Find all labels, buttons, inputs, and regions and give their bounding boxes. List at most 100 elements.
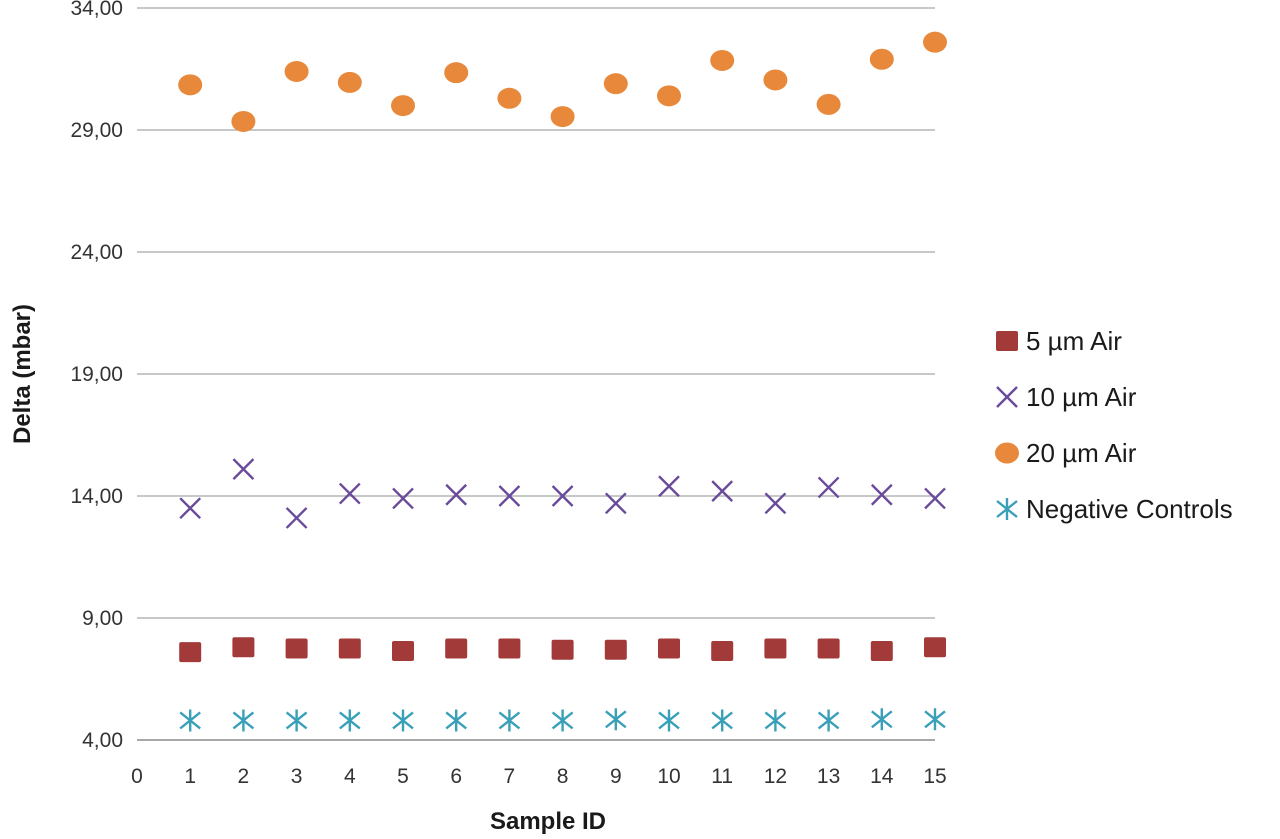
legend-label: 20 µm Air (1026, 438, 1137, 468)
data-point (869, 48, 894, 70)
series-asterisk (179, 708, 946, 732)
data-point (871, 708, 893, 731)
gridlines (137, 7, 935, 619)
x-tick-label: 10 (657, 765, 680, 788)
data-point (338, 638, 361, 659)
legend-label: Negative Controls (1026, 494, 1233, 524)
data-point (339, 709, 361, 732)
data-point (658, 709, 680, 732)
data-point (870, 483, 893, 506)
x-tick-label: 3 (291, 765, 303, 788)
legend-item: 5 µm Air (996, 326, 1122, 356)
data-point (445, 638, 468, 659)
data-point (551, 639, 574, 660)
data-point (817, 638, 840, 659)
y-tick-label: 19,00 (70, 363, 123, 386)
legend-item: 20 µm Air (995, 438, 1137, 468)
data-point (763, 69, 788, 91)
y-tick-label: 4,00 (82, 729, 123, 752)
x-tick-label: 2 (238, 765, 250, 788)
legend: 5 µm Air 10 µm Air 20 µm Air Negative Contr… (995, 326, 1233, 524)
legend-item: Negative Controls (996, 494, 1233, 524)
data-point (497, 87, 522, 109)
data-point (551, 709, 574, 732)
data-point (498, 638, 521, 659)
data-point (232, 458, 255, 481)
x-tick-label: 4 (344, 765, 356, 788)
series-square (179, 637, 946, 663)
data-point (658, 638, 680, 659)
data-point (711, 640, 734, 661)
data-point (924, 487, 946, 510)
data-point (232, 709, 255, 732)
data-point (817, 476, 840, 499)
x-tick-label: 5 (397, 765, 409, 788)
x-axis-title: Sample ID (490, 808, 606, 835)
legend-marker (996, 386, 1018, 408)
data-point (924, 708, 946, 731)
data-point (923, 31, 947, 53)
y-axis-ticks: 4,00 9,00 14,00 19,00 24,00 29,00 34,00 (70, 0, 123, 752)
x-tick-label: 8 (557, 765, 569, 788)
data-point (551, 485, 574, 507)
legend-marker (996, 331, 1018, 351)
data-point (231, 110, 256, 132)
data-points (178, 31, 947, 732)
series-circle (178, 31, 947, 132)
data-point (178, 74, 203, 96)
data-point (392, 640, 414, 661)
data-point (870, 640, 893, 661)
data-point (764, 492, 787, 515)
x-tick-label: 12 (764, 765, 787, 788)
data-point (285, 507, 308, 529)
data-point (232, 637, 255, 658)
data-point (550, 106, 575, 128)
data-point (391, 95, 415, 117)
data-point (764, 709, 787, 732)
data-point (338, 482, 361, 505)
legend-marker (995, 442, 1019, 464)
data-point (710, 49, 735, 71)
series-x (179, 458, 946, 529)
data-point (711, 709, 733, 732)
x-tick-label: 14 (870, 765, 894, 788)
y-tick-label: 24,00 (70, 241, 123, 264)
legend-label: 10 µm Air (1026, 382, 1137, 412)
data-point (392, 487, 414, 510)
legend-item: 10 µm Air (996, 382, 1137, 412)
data-point (337, 71, 362, 93)
x-axis-ticks: 0 1 2 3 4 5 6 7 8 9 10 11 12 13 14 15 (131, 765, 947, 788)
data-point (498, 709, 521, 732)
data-point (603, 73, 628, 95)
data-point (392, 709, 414, 732)
data-point (658, 475, 680, 498)
legend-label: 5 µm Air (1026, 326, 1122, 356)
legend-marker (996, 498, 1018, 520)
data-point (657, 85, 681, 107)
data-point (816, 93, 841, 115)
y-tick-label: 14,00 (70, 485, 123, 508)
y-tick-label: 34,00 (70, 0, 123, 20)
data-point (764, 638, 787, 659)
y-tick-label: 9,00 (82, 607, 123, 630)
data-point (285, 638, 308, 659)
x-tick-label: 6 (450, 765, 462, 788)
data-point (444, 62, 469, 84)
data-point (605, 708, 627, 731)
data-point (924, 637, 946, 658)
data-point (604, 492, 627, 515)
data-point (445, 709, 467, 732)
y-axis-title: Delta (mbar) (9, 304, 36, 444)
y-tick-label: 29,00 (70, 119, 123, 142)
data-point (284, 60, 309, 82)
data-point (285, 709, 308, 732)
x-tick-label: 13 (817, 765, 840, 788)
data-point (711, 480, 734, 502)
x-tick-label: 0 (131, 765, 143, 788)
data-point (817, 709, 840, 732)
data-point (445, 483, 468, 506)
x-tick-label: 7 (504, 765, 516, 788)
data-point (498, 485, 521, 507)
x-tick-label: 15 (923, 765, 946, 788)
